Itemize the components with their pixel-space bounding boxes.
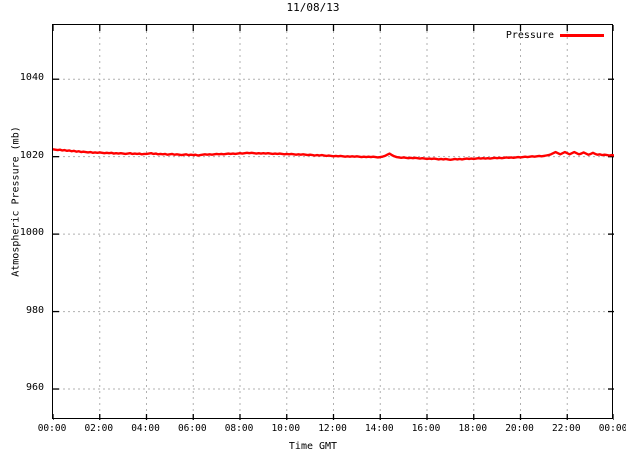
x-tick-label: 12:00 bbox=[318, 423, 347, 434]
x-tick-label: 20:00 bbox=[505, 423, 534, 434]
data-series-group bbox=[53, 148, 614, 161]
x-tick-label: 08:00 bbox=[224, 423, 254, 434]
series-line-pressure bbox=[53, 148, 614, 161]
x-tick-label: 00:00 bbox=[598, 423, 626, 434]
x-tick-label: 10:00 bbox=[271, 423, 301, 434]
x-tick-label: 00:00 bbox=[37, 423, 67, 434]
gridlines bbox=[53, 25, 614, 420]
x-tick-label: 02:00 bbox=[84, 423, 114, 434]
x-tick-label: 06:00 bbox=[177, 423, 207, 434]
y-tick-label: 1000 bbox=[19, 227, 44, 239]
x-tick-label: 04:00 bbox=[131, 423, 160, 434]
y-tick-label: 980 bbox=[25, 304, 44, 316]
y-tick-label: 960 bbox=[25, 382, 44, 394]
x-tick-label: 22:00 bbox=[551, 423, 581, 434]
y-axis-label: Atmospheric Pressure (mb) bbox=[10, 126, 22, 277]
chart-title: 11/08/13 bbox=[286, 1, 340, 14]
y-tick-label: 1020 bbox=[19, 149, 44, 161]
plot-svg bbox=[53, 25, 614, 420]
x-tick-label: 14:00 bbox=[364, 423, 394, 434]
axis-ticks bbox=[53, 25, 614, 420]
y-tick-label: 1040 bbox=[19, 72, 44, 84]
legend-label-pressure: Pressure bbox=[505, 30, 554, 41]
x-tick-label: 18:00 bbox=[458, 423, 488, 434]
legend: Pressure bbox=[504, 29, 606, 42]
x-axis-label: Time GMT bbox=[288, 441, 338, 452]
legend-swatch-pressure bbox=[560, 34, 604, 37]
plot-area: Pressure bbox=[52, 24, 614, 420]
x-tick-label: 16:00 bbox=[411, 423, 441, 434]
